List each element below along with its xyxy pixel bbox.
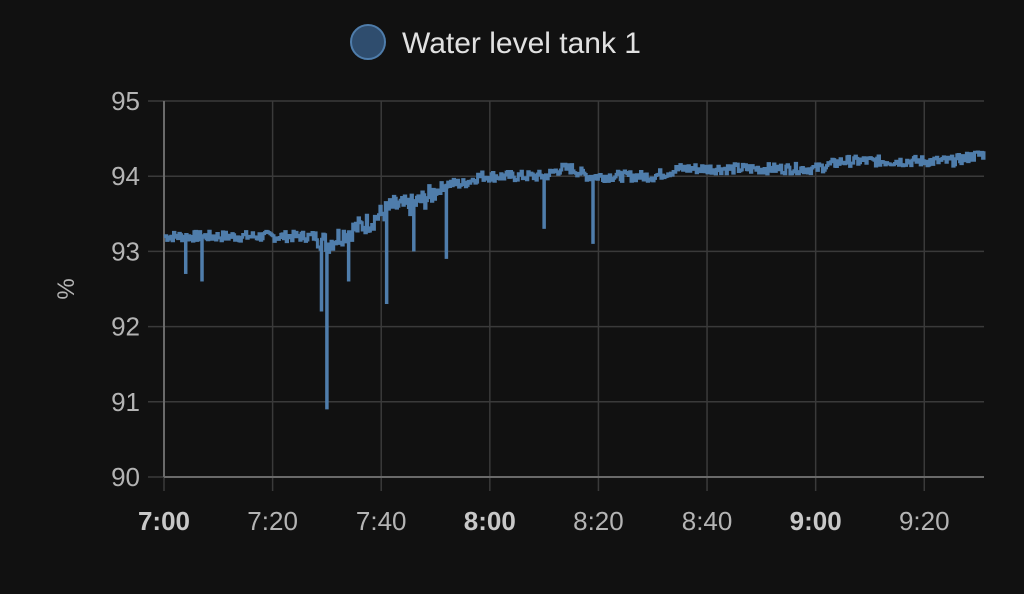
legend-marker-icon xyxy=(350,24,386,60)
x-tick-label: 9:20 xyxy=(899,506,950,536)
x-tick-label: 7:40 xyxy=(356,506,407,536)
legend-label: Water level tank 1 xyxy=(402,27,641,60)
y-tick-label: 93 xyxy=(111,236,140,266)
x-tick-label: 9:00 xyxy=(790,506,842,536)
y-tick-label: 90 xyxy=(111,462,140,492)
x-tick-label: 7:20 xyxy=(247,506,298,536)
x-tick-label: 8:00 xyxy=(464,506,516,536)
y-axis-label: % xyxy=(53,278,80,299)
y-tick-label: 94 xyxy=(111,161,140,191)
y-tick-label: 91 xyxy=(111,387,140,417)
tick-labels: 90 91 92 93 94 95 7:00 7:20 7:40 8:00 8:20 8:40 9:00… xyxy=(111,86,949,536)
series-line xyxy=(163,150,986,254)
legend[interactable]: Water level tank 1 xyxy=(350,24,641,60)
y-tick-label: 92 xyxy=(111,312,140,342)
series-layer xyxy=(163,150,986,410)
x-tick-label: 8:40 xyxy=(682,506,733,536)
x-tick-label: 8:20 xyxy=(573,506,624,536)
x-tick-label: 7:00 xyxy=(138,506,190,536)
y-tick-label: 95 xyxy=(111,86,140,116)
